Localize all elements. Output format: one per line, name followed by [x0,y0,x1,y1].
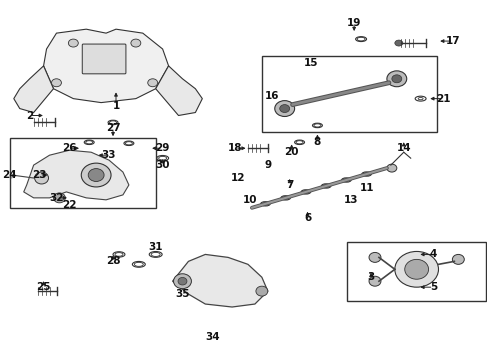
Text: 10: 10 [242,195,257,205]
Text: 30: 30 [155,160,169,170]
Text: 35: 35 [175,289,189,299]
PathPatch shape [14,66,53,113]
Text: 28: 28 [105,256,120,266]
Text: 11: 11 [359,183,373,193]
Text: 31: 31 [148,243,163,252]
Ellipse shape [368,252,380,262]
Text: 33: 33 [102,150,116,160]
Ellipse shape [394,40,402,46]
Bar [262,56,436,132]
Text: 6: 6 [303,213,310,223]
Text: 25: 25 [36,282,51,292]
Ellipse shape [178,278,186,285]
Ellipse shape [368,276,380,286]
Text: 4: 4 [429,249,436,260]
Ellipse shape [451,255,463,264]
Ellipse shape [53,193,65,203]
Text: 17: 17 [445,36,460,46]
Text: 8: 8 [313,137,321,147]
Text: 21: 21 [435,94,450,104]
Ellipse shape [391,75,401,83]
Text: 2: 2 [26,111,33,121]
Text: 3: 3 [366,272,374,282]
Text: 32: 32 [49,193,63,203]
Ellipse shape [255,286,267,296]
Text: 14: 14 [396,143,410,153]
Text: 26: 26 [62,143,77,153]
Ellipse shape [68,39,78,47]
Ellipse shape [131,39,141,47]
Ellipse shape [386,71,406,87]
Text: 9: 9 [264,160,271,170]
Ellipse shape [404,260,427,279]
Ellipse shape [386,164,396,172]
Ellipse shape [274,100,294,117]
Text: 20: 20 [284,147,298,157]
Text: 12: 12 [230,173,245,183]
PathPatch shape [155,66,202,116]
Ellipse shape [147,79,157,87]
Text: 13: 13 [343,195,358,205]
Text: 18: 18 [227,143,242,153]
PathPatch shape [43,29,168,103]
Ellipse shape [35,172,48,184]
Text: 27: 27 [105,123,120,134]
Ellipse shape [88,168,104,181]
FancyBboxPatch shape [82,44,126,74]
Text: 24: 24 [2,170,17,180]
Text: 22: 22 [62,200,77,210]
Text: 5: 5 [429,282,436,292]
Ellipse shape [394,251,438,287]
Text: 1: 1 [112,100,120,111]
Text: 29: 29 [155,143,169,153]
Text: 19: 19 [346,18,361,28]
Text: 23: 23 [32,170,47,180]
Bar [346,242,485,301]
PathPatch shape [24,150,129,200]
Ellipse shape [279,105,289,113]
Text: 7: 7 [285,180,293,190]
Text: 15: 15 [304,58,318,68]
Ellipse shape [81,163,111,187]
Bar [10,138,155,208]
Ellipse shape [173,274,191,289]
Ellipse shape [51,79,61,87]
Text: 16: 16 [264,91,279,101]
Text: 34: 34 [204,332,219,342]
PathPatch shape [172,255,267,307]
